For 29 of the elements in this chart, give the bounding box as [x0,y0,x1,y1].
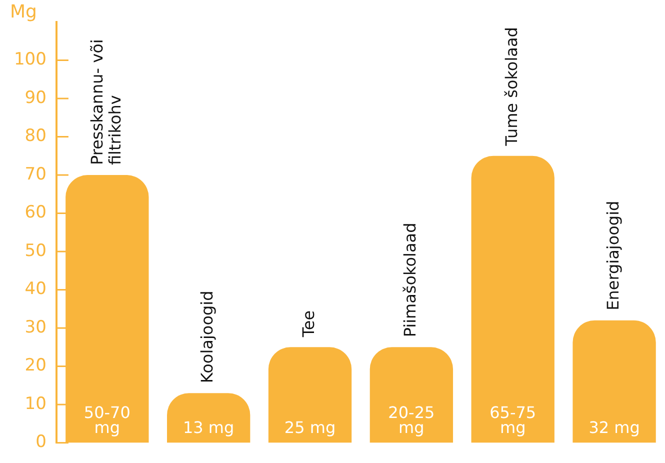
y-tick-label: 40 [24,279,46,300]
data-label: 32 mg [588,418,640,437]
x-tick-label: Tume šokolaad [502,27,522,147]
y-tick-label: 80 [24,126,46,146]
y-tick-label: 90 [24,88,46,108]
data-label: 20-25 mg [388,402,435,437]
y-tick-label: 50 [24,240,46,261]
x-tick-label: Tee [299,310,318,338]
data-label: 25 mg [284,418,336,437]
y-tick-label: 20 [24,356,46,376]
data-label: 65-75 mg [490,402,536,437]
y-axis-title: Mg [10,2,37,23]
bar [471,156,554,443]
x-tick-label: Piimašokolaad [400,222,420,338]
data-label: 13 mg [182,418,234,437]
y-tick-label: 70 [24,164,46,184]
y-tick-label: 60 [24,202,46,223]
x-tick-label: Koolajoogid [198,290,217,384]
bar [268,347,352,443]
x-tick-label: Energiajoogid [603,200,622,310]
y-tick-label: 0 [36,432,46,452]
y-tick-label: 100 [14,50,46,70]
y-tick-label: 30 [24,317,46,338]
x-tick-label: Presskannu- või filtrikohv [87,39,124,166]
bar [370,347,454,443]
bar [167,393,250,443]
y-tick-label: 10 [24,394,46,414]
bar [572,320,656,443]
data-label: 50-70 mg [84,402,130,437]
